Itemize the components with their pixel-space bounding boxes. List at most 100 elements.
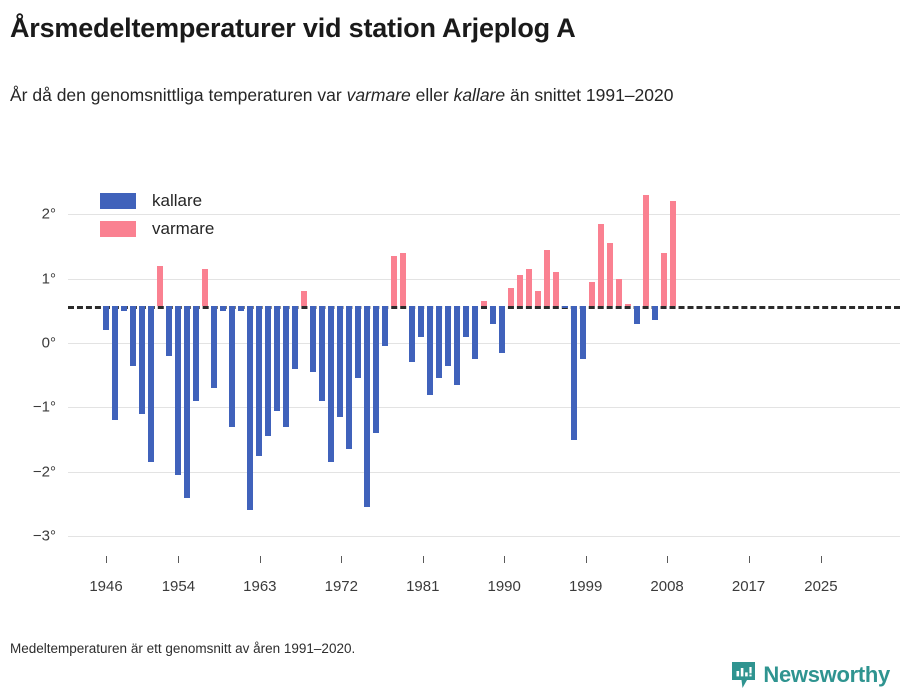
bar-colder bbox=[418, 306, 424, 337]
bar-warmer bbox=[481, 301, 487, 307]
legend: kallare varmare bbox=[100, 188, 214, 244]
footnote: Medeltemperaturen är ett genomsnitt av å… bbox=[10, 641, 356, 656]
bar-colder bbox=[499, 306, 505, 353]
bar-colder bbox=[463, 306, 469, 337]
bar-colder bbox=[211, 306, 217, 389]
bar-colder bbox=[472, 306, 478, 360]
x-axis-tick bbox=[585, 556, 587, 563]
x-axis-tick-label: 1954 bbox=[161, 578, 196, 595]
bar-colder bbox=[274, 306, 280, 411]
bar-colder bbox=[364, 306, 370, 508]
y-axis-tick-label: 2° bbox=[41, 205, 56, 223]
bar-colder bbox=[634, 306, 640, 324]
x-axis-tick bbox=[259, 556, 261, 563]
bar-warmer bbox=[607, 243, 613, 307]
bar-warmer bbox=[616, 278, 622, 307]
gridline bbox=[68, 536, 900, 538]
x-axis-tick bbox=[667, 556, 669, 563]
y-axis-tick-label: −2° bbox=[32, 463, 56, 481]
x-axis-tick bbox=[422, 556, 424, 563]
chart-subtitle: År då den genomsnittliga temperaturen va… bbox=[10, 82, 850, 109]
subtitle-emphasis-varmare: varmare bbox=[346, 85, 411, 105]
bar-colder bbox=[175, 306, 181, 475]
bar-colder bbox=[265, 306, 271, 437]
gridline bbox=[68, 214, 900, 216]
x-axis-tick-label: 1981 bbox=[406, 578, 440, 595]
x-axis-tick-label: 1963 bbox=[243, 578, 277, 595]
bar-colder bbox=[571, 306, 577, 440]
brand-logo: Newsworthy bbox=[731, 660, 890, 690]
bar-warmer bbox=[553, 272, 559, 307]
bar-colder bbox=[337, 306, 343, 418]
bar-colder bbox=[319, 306, 325, 401]
mean-baseline bbox=[68, 306, 900, 310]
page-title: Årsmedeltemperaturer vid station Arjeplo… bbox=[10, 13, 576, 43]
bar-warmer bbox=[598, 223, 604, 307]
subtitle-text-1: År då den genomsnittliga temperaturen va… bbox=[10, 85, 347, 105]
bar-colder bbox=[409, 306, 415, 363]
bar-colder bbox=[256, 306, 262, 456]
bar-warmer bbox=[202, 268, 208, 307]
gridline bbox=[68, 343, 900, 344]
bar-colder bbox=[112, 306, 118, 421]
gridline bbox=[68, 407, 900, 409]
bar-colder bbox=[346, 306, 352, 450]
bar-warmer bbox=[526, 268, 532, 307]
legend-swatch-varmare bbox=[100, 221, 136, 237]
bar-warmer bbox=[625, 304, 631, 307]
gridline bbox=[68, 278, 900, 280]
legend-item-kallare[interactable]: kallare bbox=[100, 188, 214, 214]
x-axis-tick-label: 1990 bbox=[487, 578, 521, 595]
y-axis-tick-label: −3° bbox=[32, 527, 56, 545]
bar-colder bbox=[373, 306, 379, 434]
bar-warmer bbox=[643, 194, 649, 307]
x-axis-tick bbox=[106, 556, 107, 563]
x-axis-tick-label: 1999 bbox=[568, 578, 603, 595]
bar-colder bbox=[382, 306, 388, 347]
bar-colder bbox=[652, 306, 658, 321]
x-axis-tick-label: 1972 bbox=[324, 578, 358, 595]
y-axis-tick-label: 0° bbox=[41, 334, 56, 352]
bar-warmer bbox=[670, 201, 676, 307]
bar-colder bbox=[220, 306, 226, 311]
subtitle-text-3: än snittet 1991–2020 bbox=[505, 85, 674, 105]
bar-colder bbox=[328, 306, 334, 463]
x-axis-tick bbox=[748, 556, 750, 563]
bar-colder bbox=[355, 306, 361, 379]
bar-colder bbox=[193, 306, 199, 401]
bar-warmer bbox=[157, 265, 163, 307]
x-axis-tick-label: 2008 bbox=[650, 578, 684, 595]
bar-colder bbox=[454, 306, 460, 385]
bar-colder bbox=[436, 306, 442, 379]
bar-warmer bbox=[544, 249, 550, 307]
legend-label: kallare bbox=[152, 191, 203, 210]
x-axis-tick-label: 2017 bbox=[731, 578, 766, 595]
bar-colder bbox=[184, 306, 190, 498]
bar-warmer bbox=[589, 281, 595, 307]
gridline bbox=[68, 471, 900, 473]
bar-colder bbox=[139, 306, 145, 414]
x-axis-tick-label: 1946 bbox=[89, 578, 123, 595]
bar-colder bbox=[427, 306, 433, 395]
bar-colder bbox=[148, 306, 154, 463]
bar-warmer bbox=[508, 288, 514, 307]
bar-chart-speech-bubble-icon bbox=[732, 662, 756, 688]
bar-colder bbox=[310, 306, 316, 372]
bar-warmer bbox=[400, 252, 406, 307]
legend-label: varmare bbox=[152, 219, 215, 238]
x-axis-tick bbox=[178, 556, 180, 563]
bar-colder bbox=[490, 306, 496, 324]
bar-warmer bbox=[391, 256, 397, 307]
x-axis-tick bbox=[504, 556, 506, 563]
legend-item-varmare[interactable]: varmare bbox=[100, 216, 214, 242]
subtitle-emphasis-kallare: kallare bbox=[453, 85, 506, 105]
bar-colder bbox=[238, 306, 244, 311]
subtitle-text-2: eller bbox=[410, 85, 454, 105]
brand-name: Newsworthy bbox=[763, 662, 890, 687]
bar-colder bbox=[247, 306, 253, 511]
bar-colder bbox=[166, 306, 172, 356]
bar-warmer bbox=[535, 291, 541, 307]
legend-swatch-kallare bbox=[100, 193, 136, 209]
